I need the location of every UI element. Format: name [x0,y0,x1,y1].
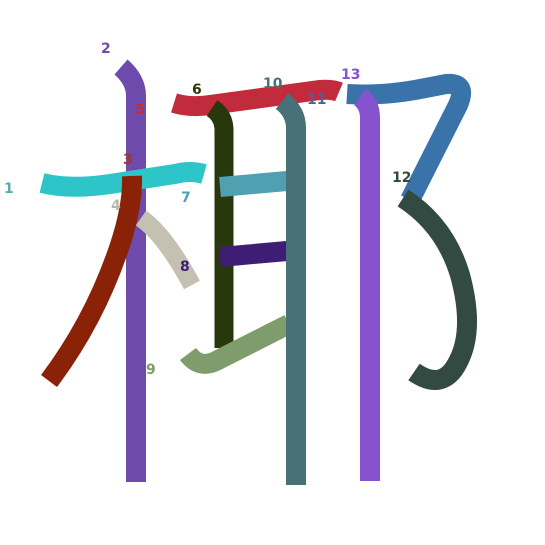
stroke-number-5: 5 [135,102,145,118]
stroke-number-2: 2 [101,41,111,57]
stroke-9 [180,315,294,374]
stroke-2 [114,59,146,482]
stroke-3 [41,175,143,388]
stroke-1 [39,162,207,197]
stroke-5 [171,79,343,117]
stroke-number-11: 11 [307,92,326,108]
stroke-number-9: 9 [146,362,156,378]
stroke-number-10: 10 [263,76,283,92]
stroke-10 [275,93,306,485]
stroke-13 [353,88,380,481]
stroke-number-8: 8 [180,259,190,275]
stroke-number-1: 1 [4,181,14,197]
stroke-8 [219,241,288,267]
stroke-number-7: 7 [181,190,191,206]
stroke-number-4: 4 [111,198,121,214]
stroke-12 [397,189,477,390]
stroke-number-12: 12 [392,170,411,186]
stroke-number-6: 6 [192,82,202,98]
stroke-number-3: 3 [123,152,133,168]
stroke-number-13: 13 [341,67,360,83]
stroke-7 [219,171,288,197]
stroke-6 [206,100,234,348]
stroke-4 [135,210,200,290]
